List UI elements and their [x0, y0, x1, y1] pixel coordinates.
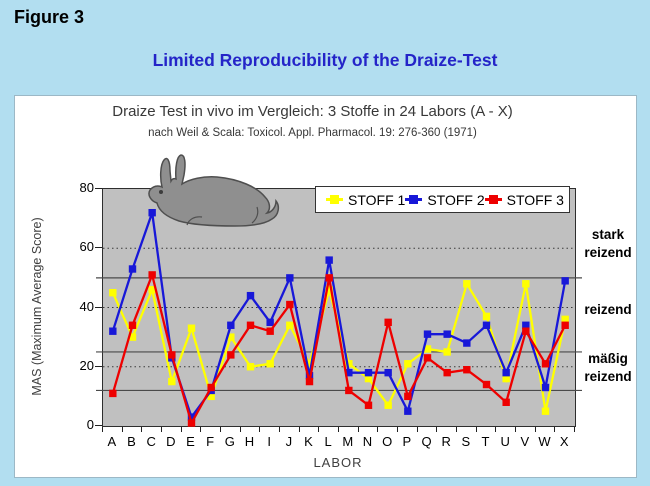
x-tick	[534, 427, 536, 432]
x-tick	[141, 427, 143, 432]
y-tick	[95, 306, 102, 308]
x-category-label: J	[285, 434, 293, 449]
draize-line-chart	[96, 209, 582, 427]
x-tick	[220, 427, 221, 432]
x-tick	[515, 427, 516, 432]
x-tick	[318, 427, 320, 432]
x-tick	[456, 427, 457, 432]
stoff1-marker-icon	[326, 195, 343, 204]
x-tick	[397, 427, 398, 432]
x-category-label: G	[224, 434, 235, 449]
x-category-label: L	[324, 434, 332, 449]
y-tick	[95, 425, 102, 426]
x-category-label: E	[186, 434, 195, 449]
x-category-label: Q	[421, 434, 432, 449]
x-category-label: P	[402, 434, 412, 449]
chart-subtitle: nach Weil & Scala: Toxicol. Appl. Pharma…	[148, 127, 477, 139]
x-category-label: D	[166, 434, 176, 449]
x-category-label: H	[244, 434, 255, 449]
x-category-label: R	[441, 434, 451, 449]
x-category-label: S	[461, 434, 471, 449]
x-tick	[436, 427, 438, 432]
x-category-label: I	[267, 434, 271, 449]
legend-item-stoff1: STOFF 1	[326, 192, 405, 208]
y-tick	[95, 365, 102, 367]
stoff3-marker-icon	[484, 195, 502, 204]
chart-title: Draize Test in vivo im Vergleich: 3 Stof…	[112, 103, 513, 120]
y-tick-label: 80	[79, 180, 94, 195]
x-tick	[121, 427, 123, 432]
x-tick	[279, 427, 280, 432]
annotation-maessig-reizend: mäßig reizend	[584, 351, 632, 384]
plot-area	[96, 188, 582, 427]
y-tick-label: 20	[79, 357, 94, 373]
x-category-label: V	[520, 434, 530, 449]
x-tick	[475, 427, 477, 432]
legend-label: STOFF 2	[427, 191, 485, 208]
x-category-label: C	[146, 434, 156, 449]
x-tick	[259, 427, 261, 432]
legend-item-stoff3: STOFF 3	[484, 191, 564, 208]
x-category-label: F	[206, 434, 215, 449]
x-category-label: N	[362, 434, 373, 449]
x-tick	[102, 427, 103, 432]
x-tick	[554, 427, 556, 432]
stoff2-marker-icon	[405, 195, 423, 204]
y-tick-label: 0	[86, 417, 94, 432]
figure-label: Figure 3	[14, 7, 85, 27]
y-tick-label: 60	[79, 239, 94, 255]
x-tick	[495, 427, 497, 432]
x-tick	[161, 427, 162, 432]
annotation-reizend: reizend	[584, 302, 632, 317]
x-tick	[200, 427, 202, 432]
x-category-label: W	[538, 434, 551, 449]
x-tick	[338, 427, 339, 432]
page-title: Limited Reproducibility of the Draize-Te…	[152, 50, 498, 70]
x-tick	[574, 427, 575, 432]
x-tick	[377, 427, 379, 432]
y-tick-label: 40	[79, 298, 94, 314]
x-axis-title: LABOR	[313, 455, 363, 470]
y-tick	[95, 247, 102, 249]
annotation-stark-reizend: stark reizend	[584, 227, 632, 260]
legend-label: STOFF 1	[348, 191, 406, 208]
x-tick	[357, 427, 359, 432]
x-category-label: M	[342, 434, 354, 449]
x-category-label: B	[127, 434, 136, 449]
x-category-label: T	[481, 434, 490, 449]
legend-label: STOFF 3	[506, 191, 564, 208]
chart-panel: Draize Test in vivo im Vergleich: 3 Stof…	[14, 95, 637, 478]
x-category-label: U	[500, 434, 510, 449]
x-category-label: A	[107, 434, 117, 449]
y-tick	[95, 188, 102, 189]
legend-item-stoff2: STOFF 2	[405, 191, 485, 208]
x-tick	[298, 427, 300, 432]
legend: STOFF 1 STOFF 2 STOFF 3	[315, 186, 570, 213]
x-tick	[180, 427, 182, 432]
rabbit-icon	[148, 154, 280, 227]
x-tick	[239, 427, 241, 432]
x-category-label: K	[304, 434, 313, 449]
x-category-label: X	[559, 434, 569, 449]
x-tick	[416, 427, 418, 432]
x-category-label: O	[382, 434, 393, 449]
y-axis-title: MAS (Maximum Average Score)	[30, 217, 44, 396]
